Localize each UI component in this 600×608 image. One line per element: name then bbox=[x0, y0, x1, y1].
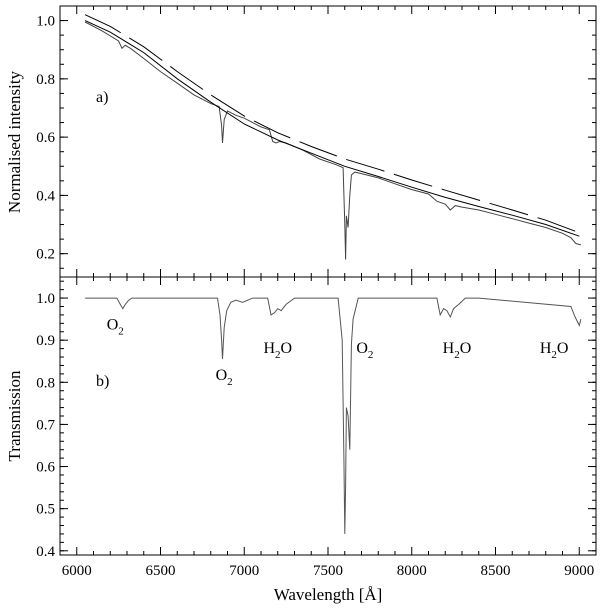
panel-b-ticks: 6000 6500 7000 7500 8000 8500 9000 0.4 0.5 0.6 0.7… bbox=[36, 277, 597, 579]
panel-b: 6000 6500 7000 7500 8000 8500 9000 0.4 0.5 0.6 0.7… bbox=[5, 276, 597, 604]
y-tick-label: 0.9 bbox=[36, 333, 55, 349]
panel-a-frame bbox=[59, 5, 597, 278]
y-tick-label: 0.5 bbox=[36, 502, 55, 518]
x-tick-label: 9000 bbox=[564, 563, 594, 579]
molecule-label: H2O bbox=[540, 340, 569, 361]
x-axis-label: Wavelength [Å] bbox=[274, 585, 383, 604]
panel-b-tag: b) bbox=[96, 373, 109, 390]
envelope-dashed-line bbox=[84, 14, 580, 234]
panel-a-tag: a) bbox=[96, 89, 108, 106]
panel-b-series bbox=[85, 297, 582, 534]
y-tick-label: 0.2 bbox=[36, 247, 55, 263]
panel-b-ylabel: Transmission bbox=[5, 370, 24, 462]
x-tick-label: 6500 bbox=[146, 563, 176, 579]
molecule-label: H2O bbox=[263, 340, 292, 361]
panel-b-frame bbox=[59, 276, 597, 556]
molecule-label: O2 bbox=[356, 340, 373, 361]
panel-a-ylabel: Normalised intensity bbox=[5, 70, 24, 213]
y-tick-label: 0.8 bbox=[36, 72, 55, 88]
panel-b-annotations: O2 O2 H2O O2 H2O H2O bbox=[107, 317, 569, 389]
y-tick-label: 0.7 bbox=[36, 417, 55, 433]
y-tick-label: 1.0 bbox=[36, 14, 55, 30]
x-tick-label: 7500 bbox=[313, 563, 343, 579]
x-tick-label: 8000 bbox=[397, 563, 427, 579]
x-tick-label: 7000 bbox=[229, 563, 259, 579]
x-tick-label: 6000 bbox=[62, 563, 92, 579]
panel-a-ticks: 0.2 0.4 0.6 0.8 1.0 bbox=[36, 6, 597, 277]
y-tick-label: 0.6 bbox=[36, 130, 55, 146]
continuum-line bbox=[84, 20, 580, 237]
molecule-label: O2 bbox=[216, 367, 233, 388]
y-tick-label: 0.4 bbox=[36, 188, 55, 204]
y-tick-label: 0.4 bbox=[36, 544, 55, 560]
observed-spectrum-line bbox=[84, 21, 582, 260]
panel-a: 0.2 0.4 0.6 0.8 1.0 a) Normalised intensity bbox=[5, 5, 597, 278]
y-tick-label: 0.8 bbox=[36, 375, 55, 391]
y-tick-label: 0.6 bbox=[36, 460, 55, 476]
molecule-label: O2 bbox=[107, 317, 124, 338]
transmission-line bbox=[85, 297, 582, 534]
x-tick-label: 8500 bbox=[481, 563, 511, 579]
molecule-label: H2O bbox=[443, 340, 472, 361]
y-tick-label: 1.0 bbox=[36, 291, 55, 307]
panel-a-series bbox=[84, 14, 582, 260]
